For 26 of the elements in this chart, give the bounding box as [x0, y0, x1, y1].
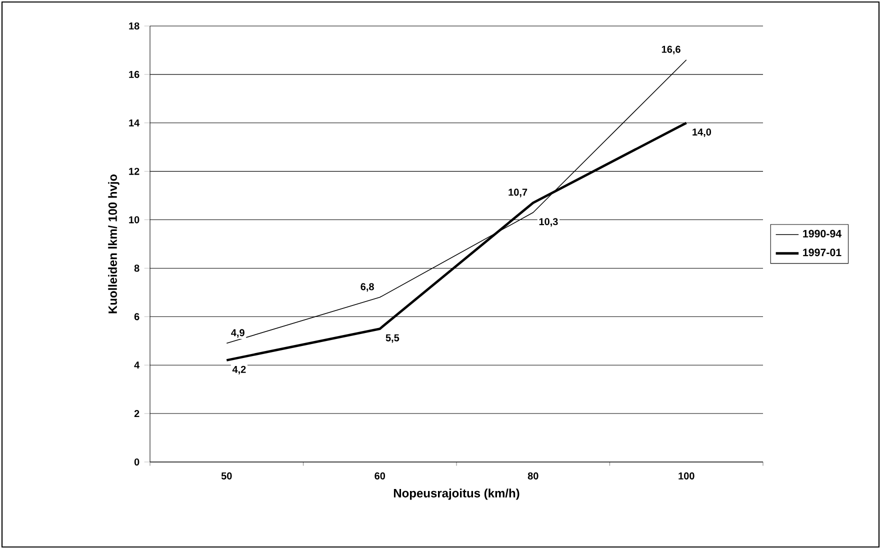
- y-tick-label: 18: [129, 22, 140, 30]
- y-tick-label: 10: [129, 216, 140, 224]
- data-label: 10,3: [539, 218, 558, 227]
- data-label: 6,8: [360, 283, 374, 292]
- legend-label: 1997-01: [803, 248, 842, 256]
- data-label: 10,7: [508, 188, 528, 198]
- y-tick-label: 4: [134, 362, 140, 369]
- x-tick-label: 100: [678, 472, 694, 480]
- y-tick-label: 16: [129, 70, 140, 78]
- x-tick-label: 80: [528, 472, 538, 480]
- y-tick-label: 6: [134, 313, 140, 320]
- y-tick-label: 12: [129, 168, 140, 175]
- data-label: 5,5: [386, 334, 400, 343]
- data-label: 4,9: [231, 329, 244, 338]
- y-tick-label: 14: [129, 119, 140, 126]
- data-label: 4,2: [232, 366, 246, 374]
- data-label: 16,6: [662, 46, 680, 54]
- x-tick-label: 50: [221, 472, 232, 480]
- legend-label: 1990-94: [803, 230, 842, 238]
- data-label: 14,0: [692, 128, 712, 138]
- y-tick-label: 2: [134, 410, 140, 418]
- y-axis-title: Kuolleiden lkm/ 100 hvjo: [108, 174, 120, 314]
- x-tick-label: 60: [374, 472, 386, 480]
- x-axis-title: Nopeusrajoitus (km/h): [394, 488, 520, 500]
- y-tick-label: 8: [134, 264, 140, 272]
- y-tick-label: 0: [134, 458, 140, 466]
